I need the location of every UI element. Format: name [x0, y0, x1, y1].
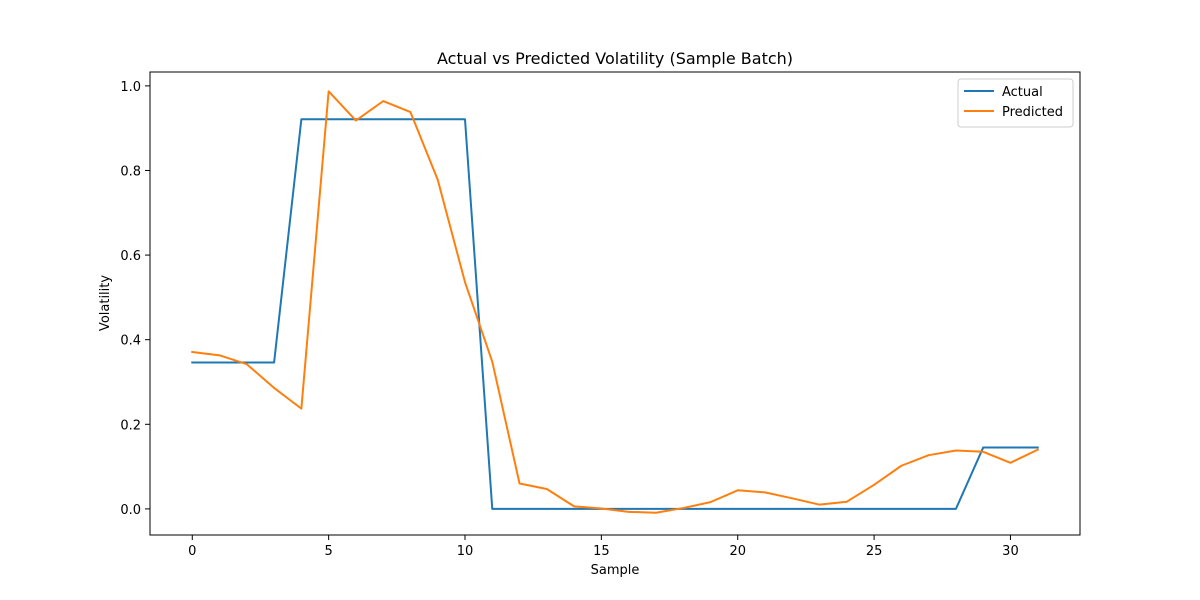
plot-area [149, 71, 1081, 536]
y-axis: 0.0 0.2 0.4 0.6 0.8 1.0 [120, 80, 150, 518]
series-line-predicted [191, 90, 1040, 514]
chart-title: Actual vs Predicted Volatility (Sample B… [437, 49, 793, 68]
x-axis: 0 5 10 15 20 25 30 [188, 535, 1019, 559]
series-line-actual [191, 118, 1039, 510]
axes-frame [149, 71, 1081, 536]
x-tick-label: 25 [866, 544, 883, 559]
legend: Actual Predicted [957, 78, 1074, 128]
y-tick-label: 0.0 [120, 503, 141, 518]
y-tick-label: 0.2 [120, 418, 141, 433]
y-tick-label: 0.4 [120, 334, 141, 349]
x-axis-label: Sample [591, 563, 640, 578]
series-layer [191, 90, 1040, 514]
x-tick-label: 20 [729, 544, 746, 559]
y-tick-label: 0.8 [120, 164, 141, 179]
x-tick-label: 15 [593, 544, 610, 559]
x-tick-label: 10 [457, 544, 474, 559]
x-tick-label: 30 [1002, 544, 1019, 559]
y-tick-label: 1.0 [120, 80, 141, 95]
y-axis-label: Volatility [98, 275, 113, 331]
y-tick-label: 0.6 [120, 249, 141, 264]
x-tick-label: 5 [324, 544, 332, 559]
legend-label-predicted: Predicted [1002, 105, 1063, 120]
legend-label-actual: Actual [1002, 85, 1043, 100]
x-tick-label: 0 [188, 544, 196, 559]
